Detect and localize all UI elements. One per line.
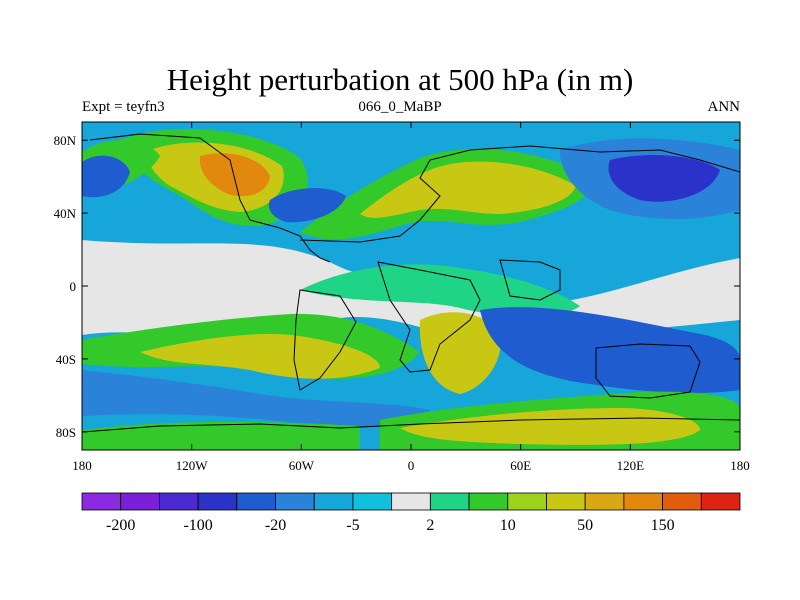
x-tick-label: 60W (289, 458, 315, 473)
colorbar-label: 2 (426, 517, 434, 534)
x-tick-label: 120E (617, 458, 645, 473)
colorbar-box (546, 492, 586, 511)
colorbar-box (197, 492, 238, 511)
coastlines (82, 133, 740, 433)
colorbar-box (584, 492, 625, 511)
colorbar-box (662, 492, 702, 511)
colorbar-label: -100 (183, 517, 212, 534)
colorbar-box (468, 492, 509, 511)
y-tick-label: 40N (54, 206, 77, 221)
colorbar-label: -200 (106, 517, 135, 534)
experiment-label: Expt = teyfn3 (82, 99, 165, 115)
y-tick-label: 40S (56, 352, 76, 367)
x-tick-label: 0 (408, 458, 415, 473)
x-tick-label: 180 (72, 458, 92, 473)
colorbar-label: 150 (651, 517, 675, 534)
season-label: ANN (707, 99, 741, 115)
colorbar-label: 50 (577, 517, 593, 534)
colorbar-box (429, 492, 470, 511)
height-field (82, 122, 740, 450)
colorbar-box (391, 492, 431, 511)
colorbar-box (159, 492, 199, 511)
colorbar-label: -20 (265, 517, 286, 534)
colorbar-box (120, 492, 160, 511)
colorbar-box (313, 492, 354, 511)
x-tick-label: 60E (510, 458, 531, 473)
x-tick-label: 180 (730, 458, 750, 473)
colorbar-label: 10 (500, 517, 516, 534)
colorbar-box (700, 492, 741, 511)
y-tick-label: 80S (56, 425, 76, 440)
time-slice-label: 066_0_MaBP (358, 99, 442, 115)
colorbar-box (81, 492, 122, 511)
y-tick-label: 80N (54, 133, 77, 148)
colorbar-box (236, 492, 276, 511)
colorbar-box (507, 492, 547, 511)
colorbar-box (275, 492, 315, 511)
colorbar-box (352, 492, 393, 511)
y-tick-label: 0 (70, 279, 77, 294)
x-tick-label: 120W (176, 458, 209, 473)
axis-ticks: 180 120W 60W 0 60E 120E 180 80N 40N 0 40S 80S (54, 122, 750, 473)
colorbar-label: -5 (346, 517, 359, 534)
plot-title: Height perturbation at 500 hPa (in m) (166, 62, 634, 97)
colorbar-box (623, 492, 663, 511)
